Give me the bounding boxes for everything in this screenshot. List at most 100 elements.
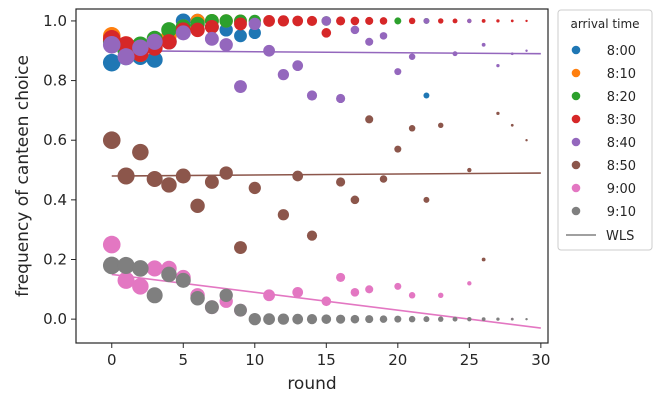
data-point xyxy=(496,317,500,321)
legend-label: 8:40 xyxy=(607,136,636,151)
data-point xyxy=(408,17,416,25)
data-point xyxy=(132,278,149,295)
data-point xyxy=(510,123,514,127)
data-point xyxy=(438,18,444,24)
data-point xyxy=(408,53,416,60)
data-point xyxy=(263,289,275,302)
data-point xyxy=(467,316,472,322)
data-point xyxy=(365,37,374,46)
data-point xyxy=(175,25,191,41)
legend: arrival time 8:00 8:10 8:20 8:30 8:40 8:50 9:0… xyxy=(557,9,653,251)
data-point xyxy=(190,22,205,38)
data-point xyxy=(365,115,374,124)
data-point xyxy=(481,257,486,262)
y-tick-label: 0.0 xyxy=(43,310,67,328)
data-point xyxy=(161,22,177,38)
data-point xyxy=(161,266,177,283)
data-point xyxy=(350,288,360,297)
data-point xyxy=(146,51,163,68)
data-point xyxy=(204,19,219,34)
data-point xyxy=(234,17,247,31)
data-point xyxy=(423,92,430,99)
data-point xyxy=(379,175,388,183)
data-point xyxy=(102,131,121,150)
data-point xyxy=(219,38,233,52)
data-point xyxy=(248,181,261,195)
legend-marker xyxy=(571,137,581,147)
data-point xyxy=(277,68,290,81)
data-point xyxy=(350,195,360,205)
data-point xyxy=(379,32,388,40)
data-point xyxy=(117,36,135,54)
legend-label: 8:20 xyxy=(607,90,636,105)
data-point xyxy=(292,313,304,325)
data-points xyxy=(102,13,528,326)
data-point xyxy=(102,53,121,72)
data-point xyxy=(379,17,388,25)
legend-items: 8:00 8:10 8:20 8:30 8:40 8:50 9:00 9:10 xyxy=(571,44,636,220)
legend-marker xyxy=(571,114,581,124)
data-point xyxy=(175,168,191,184)
data-point xyxy=(408,125,416,132)
legend-label: 9:10 xyxy=(607,205,636,220)
data-point xyxy=(510,52,514,56)
legend-title: arrival time xyxy=(570,17,639,31)
data-point xyxy=(190,291,205,306)
data-point xyxy=(423,17,430,24)
data-point xyxy=(481,19,486,23)
data-point xyxy=(525,139,528,142)
legend-label: 8:50 xyxy=(607,159,636,174)
data-point xyxy=(204,175,219,189)
data-point xyxy=(452,51,458,57)
data-point xyxy=(438,316,444,322)
data-point xyxy=(175,272,191,288)
data-point xyxy=(525,49,528,52)
wls-line-0 xyxy=(111,49,541,55)
data-point xyxy=(263,15,275,27)
data-point xyxy=(394,145,402,153)
data-point xyxy=(336,314,346,324)
data-point xyxy=(438,292,444,299)
data-point xyxy=(496,64,500,68)
data-point xyxy=(277,313,290,325)
data-point xyxy=(292,170,304,182)
data-point xyxy=(117,271,135,289)
data-point xyxy=(102,35,121,54)
data-point xyxy=(394,282,402,290)
legend-marker xyxy=(571,206,581,216)
y-axis-ticks: 0.0 0.2 0.4 0.6 0.8 1.0 xyxy=(43,12,76,328)
data-point xyxy=(219,166,233,180)
data-point xyxy=(248,312,261,326)
data-point xyxy=(132,39,149,57)
data-point xyxy=(408,292,416,299)
data-point xyxy=(161,177,177,193)
data-point xyxy=(394,17,402,25)
data-point xyxy=(292,15,304,27)
data-point xyxy=(365,16,374,25)
data-point xyxy=(467,167,472,173)
data-point xyxy=(146,260,163,277)
data-point xyxy=(263,313,275,326)
data-point xyxy=(350,16,360,26)
data-point xyxy=(234,303,247,317)
legend-marker xyxy=(571,183,581,193)
data-point xyxy=(248,26,261,40)
data-point xyxy=(321,314,332,324)
data-point xyxy=(146,33,163,50)
data-point xyxy=(408,315,416,323)
data-point xyxy=(306,230,318,241)
data-point xyxy=(292,60,304,72)
data-point xyxy=(161,34,177,50)
data-point xyxy=(292,286,304,298)
data-point xyxy=(423,316,430,323)
data-point xyxy=(336,177,346,187)
legend-label: 8:30 xyxy=(607,113,636,128)
data-point xyxy=(117,167,135,185)
data-point xyxy=(423,196,430,203)
data-point xyxy=(379,315,388,323)
data-point xyxy=(234,80,247,93)
data-point xyxy=(234,29,247,43)
legend-marker xyxy=(571,68,581,78)
legend-label: 9:00 xyxy=(607,182,636,197)
